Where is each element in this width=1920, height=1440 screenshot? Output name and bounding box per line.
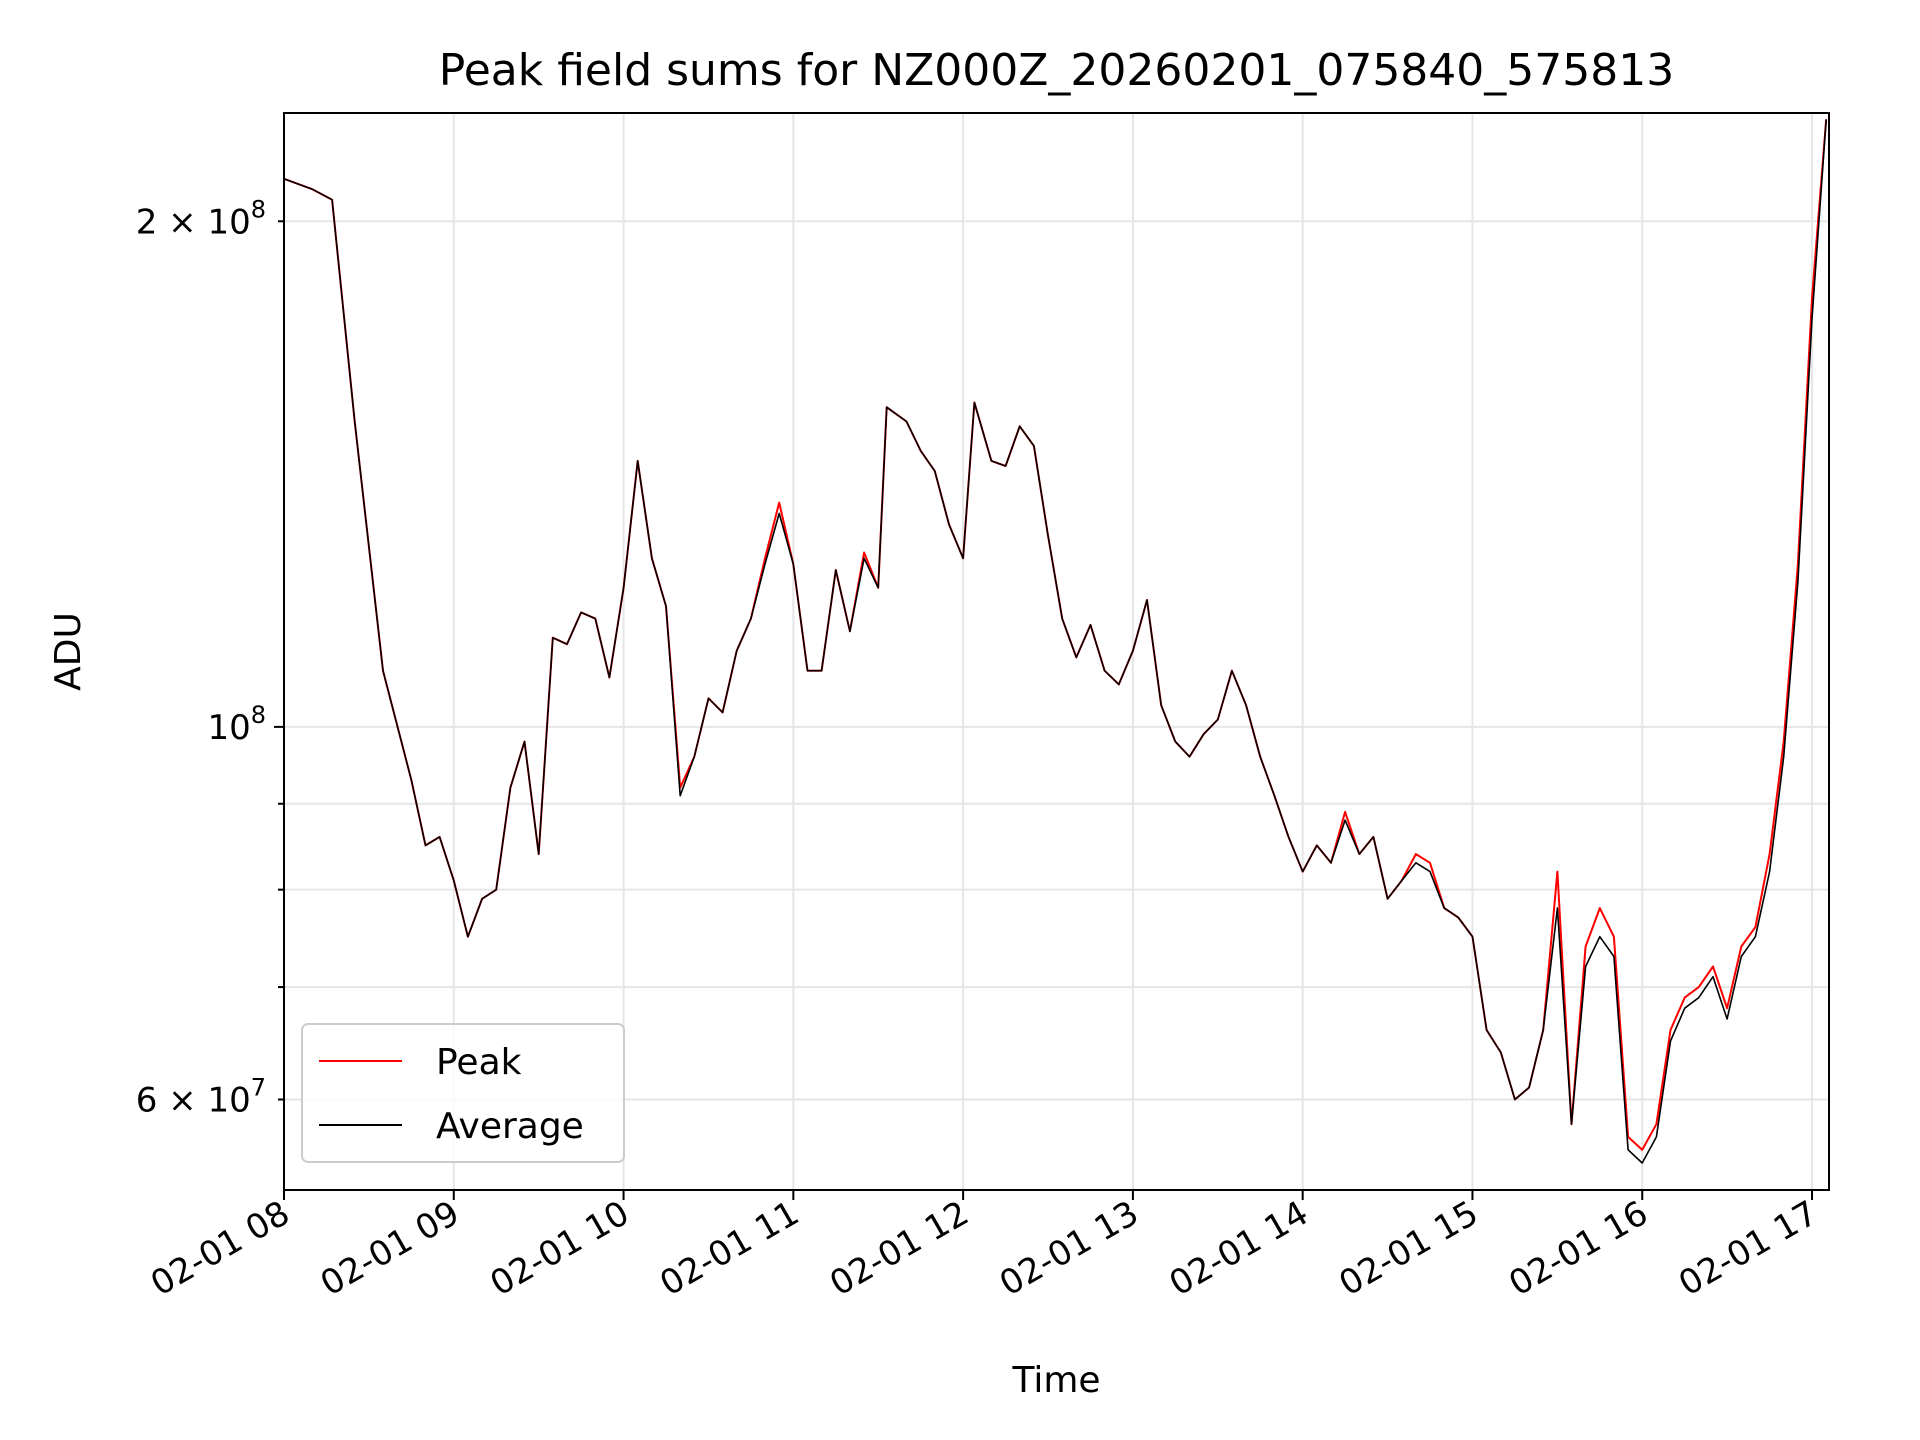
- y-axis-label: ADU: [48, 612, 89, 691]
- legend: Peak Average: [301, 1023, 625, 1163]
- legend-box: [301, 1023, 625, 1163]
- grid-lines: [283, 113, 1829, 1190]
- legend-label-average: Average: [436, 1106, 584, 1147]
- x-axis-label: Time: [1011, 1360, 1100, 1401]
- chart-title: Peak field sums for NZ000Z_20260201_0758…: [439, 45, 1675, 96]
- series-line-average: [284, 119, 1827, 1164]
- legend-label-peak: Peak: [436, 1042, 522, 1083]
- y-tick-label: 108: [207, 701, 266, 748]
- y-tick-label: 2 × 108: [136, 195, 266, 242]
- y-tick-label: 6 × 107: [136, 1074, 266, 1121]
- plot-frame: [283, 112, 1830, 1191]
- series-lines: [284, 119, 1828, 1164]
